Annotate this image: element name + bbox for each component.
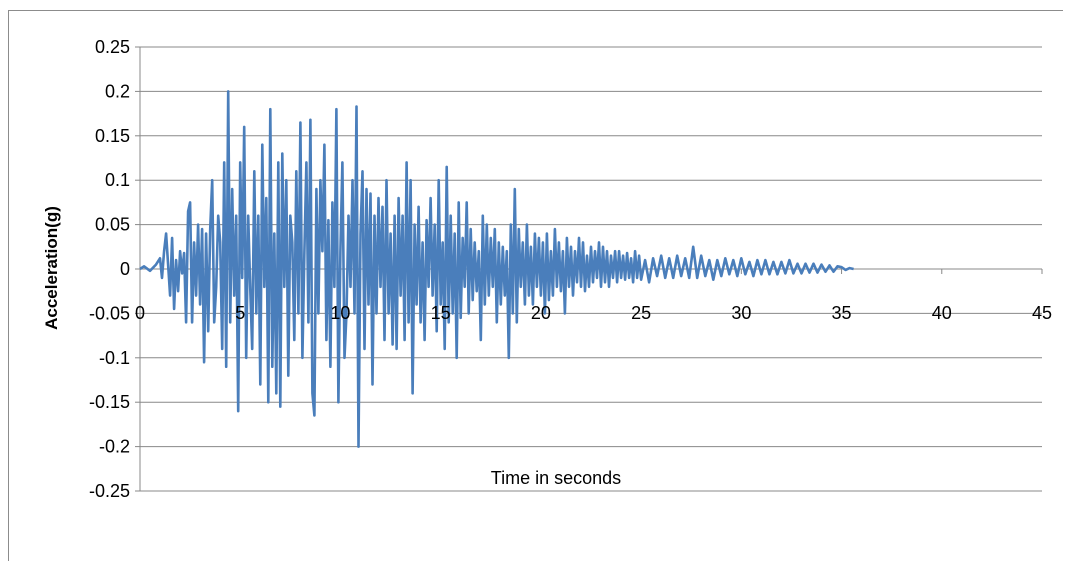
y-tick-label: 0.25: [95, 37, 130, 57]
chart-frame: [8, 10, 1063, 561]
x-tick-label: 35: [832, 303, 852, 323]
x-tick-label: 25: [631, 303, 651, 323]
series-layer: [139, 90, 854, 448]
x-tick-label: 10: [330, 303, 350, 323]
x-tick-label: 40: [932, 303, 952, 323]
grid-layer: [140, 46, 1042, 492]
x-axis-title: Time in seconds: [491, 468, 621, 488]
x-tick-label: 30: [731, 303, 751, 323]
y-tick-label: 0.05: [95, 215, 130, 235]
x-tick-label: 20: [531, 303, 551, 323]
x-tick-label: 5: [235, 303, 245, 323]
y-tick-label: 0: [120, 259, 130, 279]
y-tick-label: -0.05: [89, 303, 130, 323]
y-tick-label: 0.15: [95, 126, 130, 146]
y-tick-label: -0.1: [99, 348, 130, 368]
y-tick-label: -0.25: [89, 481, 130, 501]
x-tick-label: 15: [431, 303, 451, 323]
y-tick-label: -0.15: [89, 392, 130, 412]
acceleration-series-line: [139, 90, 854, 448]
y-axis-title: Acceleration(g): [42, 206, 61, 330]
tick-labels: 0.250.20.150.10.050-0.05-0.1-0.15-0.2-0.…: [89, 37, 1052, 501]
y-tick-label: -0.2: [99, 437, 130, 457]
x-tick-label: 0: [135, 303, 145, 323]
x-tick-label: 45: [1032, 303, 1052, 323]
y-tick-label: 0.2: [105, 81, 130, 101]
y-tick-label: 0.1: [105, 170, 130, 190]
